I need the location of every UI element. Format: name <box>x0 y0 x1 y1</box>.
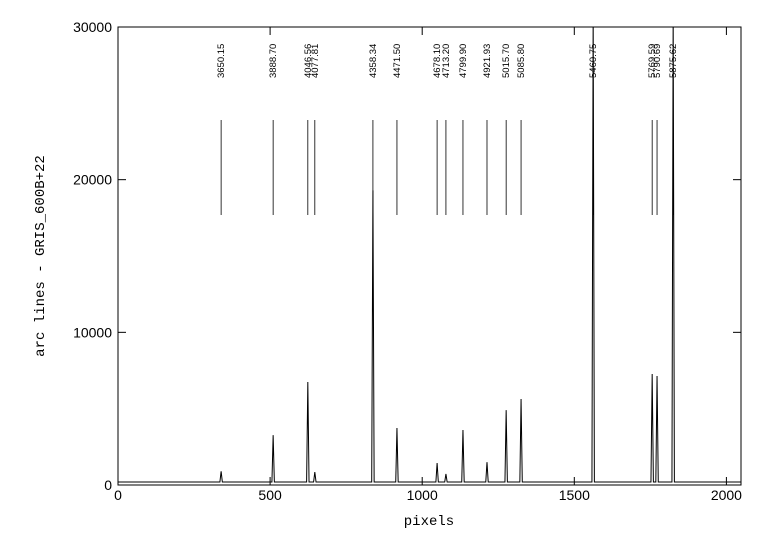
line-label: 3888.70 <box>268 44 279 78</box>
x-tick-label: 1500 <box>559 487 590 503</box>
line-label: 4713.20 <box>441 44 452 78</box>
line-label: 4799.90 <box>458 44 469 78</box>
y-tick-label: 20000 <box>73 172 112 188</box>
x-tick-label: 2000 <box>711 487 742 503</box>
y-tick-label: 0 <box>104 477 112 493</box>
line-label: 5015.70 <box>501 44 512 78</box>
x-axis-label: pixels <box>404 514 454 530</box>
line-label: 3650.15 <box>216 44 227 78</box>
line-label: 4921.93 <box>482 44 493 78</box>
line-label: 4678.10 <box>432 44 443 78</box>
y-axis-label: arc lines - GRIS_600B+22 <box>33 155 49 357</box>
line-label: 5085.80 <box>516 44 527 78</box>
line-label: 5875.62 <box>668 44 679 78</box>
y-tick-label: 10000 <box>73 324 112 340</box>
spectrum-line <box>118 27 741 483</box>
x-tick-label: 0 <box>114 487 122 503</box>
line-label: 5790.69 <box>652 44 663 78</box>
line-label: 5460.75 <box>588 44 599 78</box>
line-label: 4077.81 <box>310 44 321 78</box>
y-tick-label: 30000 <box>73 19 112 35</box>
x-tick-label: 1000 <box>407 487 438 503</box>
x-tick-label: 500 <box>258 487 282 503</box>
plot-frame <box>117 26 742 486</box>
line-label: 5769.59 <box>647 44 658 78</box>
line-label: 4358.34 <box>368 44 379 78</box>
line-label: 4046.56 <box>303 44 314 78</box>
line-label: 4471.50 <box>392 44 403 78</box>
